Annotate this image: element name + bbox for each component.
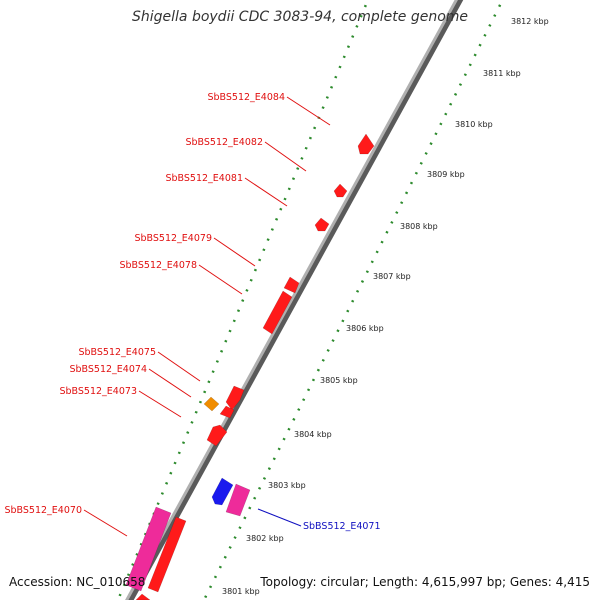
gene-label-leader	[157, 351, 201, 382]
gene-feature	[206, 424, 228, 447]
accession-text: Accession: NC_010658	[9, 575, 146, 589]
gene-label-leader	[213, 237, 256, 267]
gene-label: SbBS512_E4084	[207, 92, 285, 103]
gene-label: SbBS512_E4071	[303, 521, 381, 532]
gene-feature	[135, 593, 151, 600]
gene-label-leader	[138, 390, 182, 418]
gene-label-leader	[148, 368, 192, 398]
outer-tick-track	[202, 0, 504, 600]
gene-label: SbBS512_E4075	[78, 347, 156, 358]
gene-label: SbBS512_E4074	[69, 364, 147, 375]
gene-feature	[225, 483, 251, 517]
scale-tick-label: 3808 kbp	[400, 222, 438, 231]
gene-feature	[314, 217, 330, 232]
scale-tick-label: 3803 kbp	[268, 481, 306, 490]
gene-feature	[203, 396, 220, 412]
gene-feature	[147, 516, 187, 593]
gene-feature	[333, 183, 348, 198]
gene-label: SbBS512_E4081	[165, 173, 243, 184]
scale-tick-label: 3801 kbp	[222, 587, 260, 596]
gene-label-leader	[257, 508, 302, 527]
scale-tick-label: 3807 kbp	[373, 272, 411, 281]
gene-feature	[125, 506, 172, 592]
gene-label: SbBS512_E4079	[134, 233, 212, 244]
genome-summary-text: Topology: circular; Length: 4,615,997 bp…	[260, 575, 590, 589]
gene-label-leader	[198, 264, 243, 295]
gene-feature	[283, 276, 300, 294]
chromosome-backbone-shadow	[125, 0, 464, 600]
scale-tick-label: 3805 kbp	[320, 376, 358, 385]
gene-label-leader	[286, 96, 331, 126]
gene-label: SbBS512_E4082	[185, 137, 263, 148]
gene-label: SbBS512_E4073	[59, 386, 137, 397]
scale-tick-label: 3809 kbp	[427, 170, 465, 179]
scale-tick-label: 3810 kbp	[455, 120, 493, 129]
gene-feature	[211, 477, 234, 506]
gene-feature	[262, 290, 293, 335]
scale-tick-label: 3811 kbp	[483, 69, 521, 78]
genome-title: Shigella boydii CDC 3083-94, complete ge…	[131, 9, 469, 25]
scale-tick-label: 3806 kbp	[346, 324, 384, 333]
scale-tick-label: 3804 kbp	[294, 430, 332, 439]
chromosome-backbone	[125, 0, 458, 600]
gene-label-leader	[83, 509, 128, 537]
gene-label: SbBS512_E4070	[4, 505, 82, 516]
scale-tick-label: 3812 kbp	[511, 17, 549, 26]
gene-label-leader	[244, 177, 288, 207]
gene-label-leader	[264, 141, 307, 172]
gene-label: SbBS512_E4078	[119, 260, 197, 271]
gene-feature	[357, 133, 375, 155]
gene-feature	[219, 405, 235, 419]
scale-tick-label: 3802 kbp	[246, 534, 284, 543]
